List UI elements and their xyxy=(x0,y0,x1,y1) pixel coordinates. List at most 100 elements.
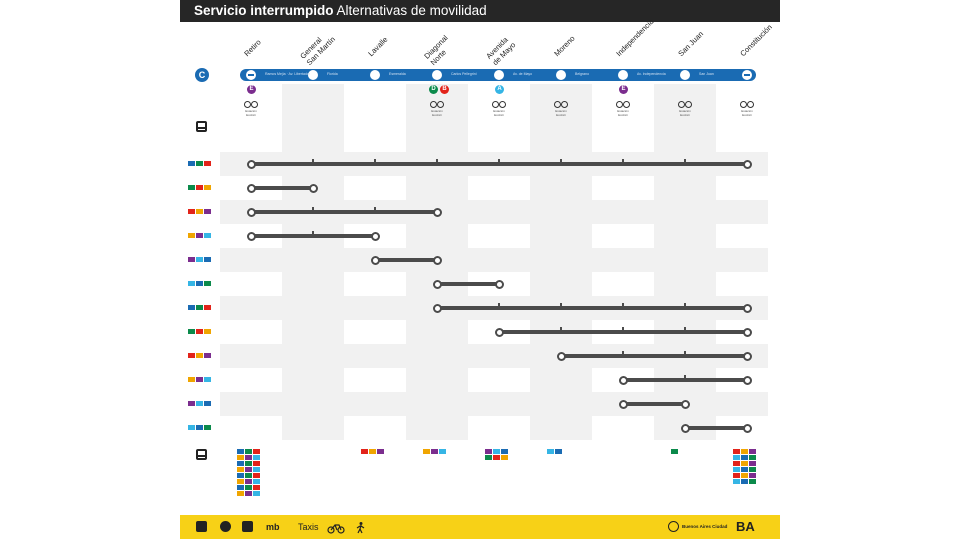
route-tick xyxy=(436,159,438,164)
route-start-node xyxy=(433,280,442,289)
station-label: Retiro xyxy=(242,37,263,59)
bus-line-group xyxy=(671,449,701,454)
bus-line-chip xyxy=(501,449,508,454)
bus-line-chip xyxy=(188,377,195,382)
bus-line-chip xyxy=(733,473,740,478)
bus-line-chip xyxy=(196,281,203,286)
street-name: Esmeralda xyxy=(389,72,406,76)
route-end-node xyxy=(743,328,752,337)
bus-line-chip xyxy=(733,461,740,466)
bus-line-chip xyxy=(377,449,384,454)
bus-line-chip xyxy=(237,455,244,460)
route-end-node xyxy=(433,256,442,265)
route-start-node xyxy=(495,328,504,337)
route-end-node xyxy=(681,400,690,409)
bus-line-chip xyxy=(547,449,554,454)
bus-line-chip xyxy=(188,209,195,214)
route-tick xyxy=(560,159,562,164)
bus-line-chip xyxy=(253,467,260,472)
route-bar xyxy=(623,402,685,406)
bike-station-label: Estación Ecobici xyxy=(431,109,443,117)
route-tick xyxy=(622,159,624,164)
transit-poster: Servicio interrumpido Alternativas de mo… xyxy=(180,0,780,539)
line-stop xyxy=(680,70,690,80)
route-tick xyxy=(684,327,686,332)
terminal-stop xyxy=(245,69,257,81)
route-tick xyxy=(560,303,562,308)
route-end-node xyxy=(743,352,752,361)
route-tick xyxy=(684,351,686,356)
bus-line-chip xyxy=(196,305,203,310)
route-end-node xyxy=(309,184,318,193)
route-tick xyxy=(312,159,314,164)
bus-line-group xyxy=(547,449,577,454)
transfer-line-badge: E xyxy=(247,85,256,94)
street-name: Carlos Pellegrini xyxy=(451,72,477,76)
route-bar xyxy=(375,258,437,262)
bus-line-chip xyxy=(245,479,252,484)
route-end-node xyxy=(743,304,752,313)
route-tick xyxy=(622,351,624,356)
bus-line-chip xyxy=(555,449,562,454)
bus-icon-bottom xyxy=(196,449,207,460)
bus-line-chip xyxy=(741,467,748,472)
bus-line-chip xyxy=(237,485,244,490)
bus-line-chip xyxy=(204,401,211,406)
line-stop xyxy=(556,70,566,80)
walking-icon xyxy=(356,521,365,534)
line-stop xyxy=(432,70,442,80)
bus-line-chip xyxy=(439,449,446,454)
bus-line-chip xyxy=(188,401,195,406)
bike-station-label: Estación Ecobici xyxy=(741,109,753,117)
bus-line-chip xyxy=(188,233,195,238)
bus-line-chip xyxy=(188,281,195,286)
route-bar xyxy=(251,234,375,238)
bus-line-chip xyxy=(741,455,748,460)
poster-header: Servicio interrumpido Alternativas de mo… xyxy=(180,0,780,22)
bus-line-chip xyxy=(423,449,430,454)
route-bar xyxy=(685,426,747,430)
route-start-node xyxy=(247,232,256,241)
bus-line-chip xyxy=(237,449,244,454)
route-tick xyxy=(498,303,500,308)
route-start-node xyxy=(557,352,566,361)
bus-line-chip xyxy=(196,209,203,214)
station-label: Independencia xyxy=(614,16,656,59)
bus-line-chip xyxy=(196,401,203,406)
transfer-line-badge: A xyxy=(495,85,504,94)
ba-logo: BA xyxy=(736,519,755,534)
bike-station-label: Estación Ecobici xyxy=(245,109,257,117)
route-bar xyxy=(251,186,313,190)
bus-line-chip xyxy=(253,449,260,454)
route-tick xyxy=(622,303,624,308)
bicycle-icon xyxy=(740,98,754,108)
route-bar xyxy=(561,354,747,358)
subway-icon xyxy=(196,521,207,532)
route-tick xyxy=(560,327,562,332)
bus-line-chip xyxy=(245,449,252,454)
terminal-stop xyxy=(741,69,753,81)
route-end-node xyxy=(743,376,752,385)
station-label: Lavalle xyxy=(366,34,390,59)
bus-line-chip xyxy=(237,473,244,478)
route-tick xyxy=(312,231,314,236)
bus-line-chip xyxy=(204,233,211,238)
route-tick xyxy=(684,375,686,380)
bike-station-label: Estación Ecobici xyxy=(493,109,505,117)
bus-line-chip xyxy=(749,467,756,472)
bus-icon xyxy=(196,121,207,132)
route-end-node xyxy=(495,280,504,289)
bus-line-chip xyxy=(733,467,740,472)
bus-line-chip xyxy=(204,281,211,286)
bus-line-chip xyxy=(253,473,260,478)
bus-line-chip xyxy=(196,233,203,238)
bus-line-chip xyxy=(741,473,748,478)
bus-line-chip xyxy=(237,467,244,472)
station-label: San Juan xyxy=(676,29,706,59)
row-band xyxy=(220,248,768,272)
route-bar xyxy=(437,306,747,310)
bus-line-chip xyxy=(196,425,203,430)
route-bar xyxy=(623,378,747,382)
route-start-node xyxy=(619,400,628,409)
line-stop xyxy=(308,70,318,80)
